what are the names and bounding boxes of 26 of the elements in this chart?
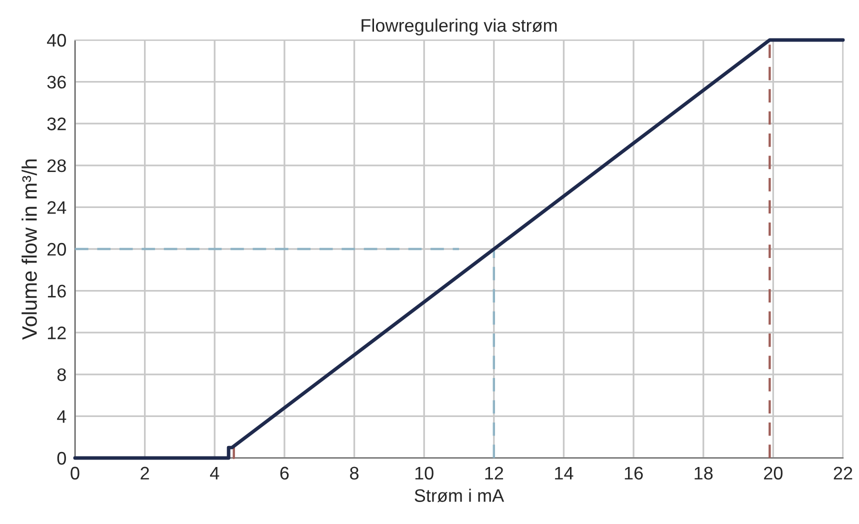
y-tick-label: 20 [47, 242, 66, 256]
chart-title: Flowregulering via strøm [362, 18, 557, 36]
x-tick-label: 10 [415, 466, 434, 480]
x-tick-label: 22 [834, 466, 852, 480]
x-tick-label: 16 [624, 466, 643, 480]
y-tick-label: 4 [57, 410, 66, 423]
y-tick-label: 16 [48, 284, 66, 298]
x-tick-label: 4 [210, 466, 220, 480]
x-axis-title: Strøm i mA [414, 488, 504, 502]
x-tick-label: 18 [694, 466, 713, 480]
y-tick-label: 24 [47, 201, 66, 214]
y-tick-label: 0 [57, 452, 66, 465]
y-tick-label: 40 [47, 34, 66, 47]
y-tick-label: 36 [47, 76, 66, 89]
y-tick-label: 32 [47, 118, 66, 130]
y-tick-label: 28 [47, 159, 66, 172]
x-tick-label: 2 [140, 466, 149, 480]
y-tick-label: 8 [57, 368, 66, 382]
x-tick-label: 6 [280, 466, 289, 480]
x-tick-label: 12 [485, 466, 504, 480]
y-tick-label: 12 [48, 326, 66, 340]
x-tick-label: 0 [70, 466, 80, 480]
x-tick-label: 20 [764, 466, 783, 480]
x-tick-label: 14 [555, 466, 574, 480]
x-tick-label: 8 [350, 466, 359, 480]
y-axis-title: Volume flow in m³/h [22, 159, 37, 340]
